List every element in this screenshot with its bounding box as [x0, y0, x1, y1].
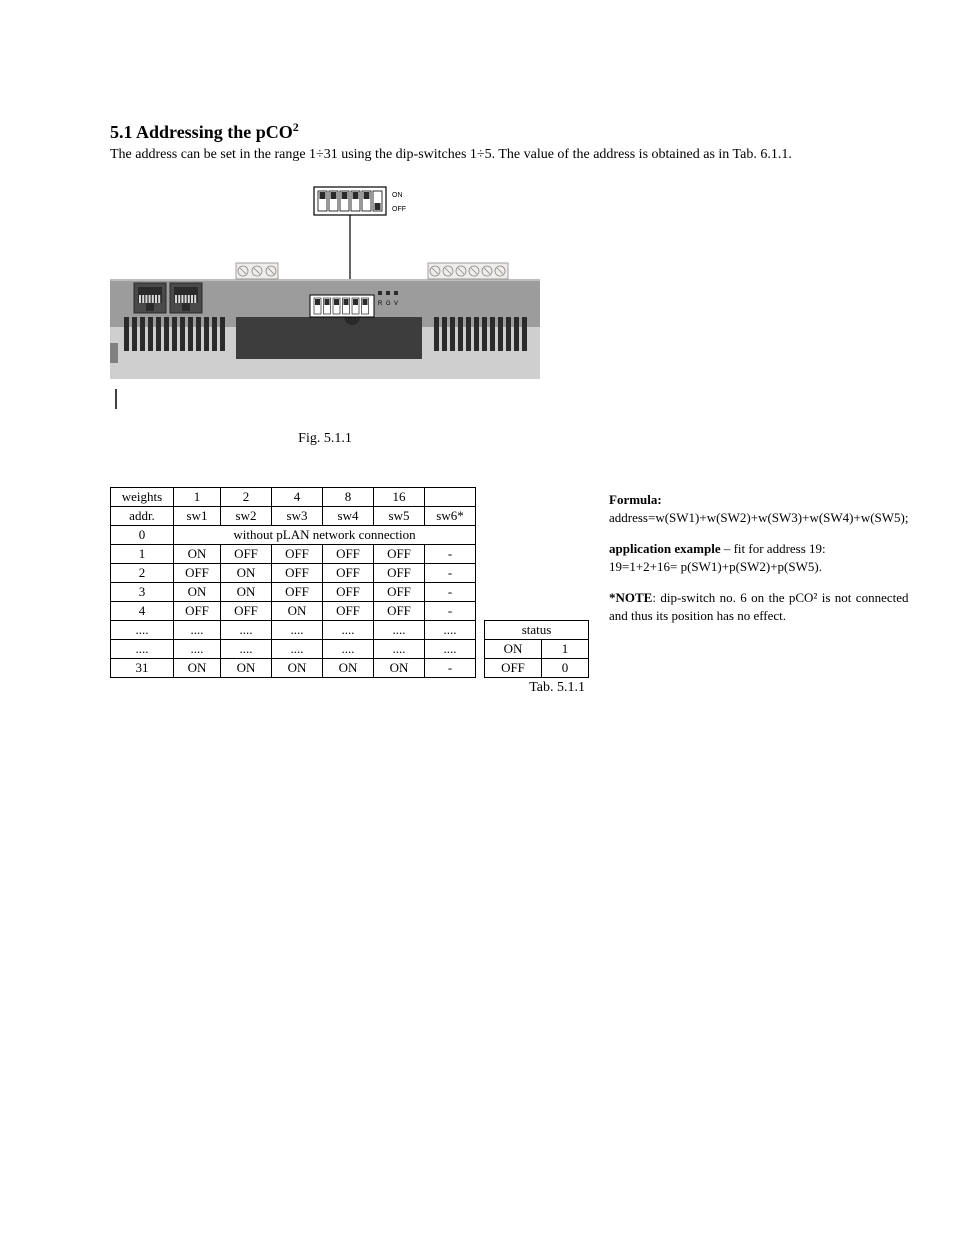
board-diagram: ON OFF [110, 183, 540, 413]
addr-cell [425, 488, 476, 507]
formula-block: Formula: address=w(SW1)+w(SW2)+w(SW3)+w(… [609, 491, 909, 526]
addr-cell: .... [174, 640, 221, 659]
addr-cell: ON [272, 602, 323, 621]
figure-5-1-1: ON OFF [110, 183, 540, 447]
intro-paragraph: The address can be set in the range 1÷31… [110, 147, 894, 163]
addr-cell: - [425, 545, 476, 564]
addr-cell: ON [174, 659, 221, 678]
addr-cell: ON [323, 659, 374, 678]
addr-cell: .... [221, 621, 272, 640]
status-cell: ON [485, 640, 542, 659]
status-cell: 1 [542, 640, 589, 659]
addr-cell: OFF [374, 583, 425, 602]
addr-cell: .... [374, 640, 425, 659]
addr-cell: - [425, 602, 476, 621]
addr-cell: .... [174, 621, 221, 640]
addr-cell: ON [374, 659, 425, 678]
addr-cell: .... [221, 640, 272, 659]
example-rest: – fit for address 19: [721, 541, 826, 556]
status-header: status [485, 621, 589, 640]
addr-cell: ON [221, 564, 272, 583]
addr-cell: sw5 [374, 507, 425, 526]
addr-cell: OFF [323, 564, 374, 583]
addr-cell: 2 [111, 564, 174, 583]
addr-cell: - [425, 659, 476, 678]
status-cell: 0 [542, 659, 589, 678]
address-table: weights124816addr.sw1sw2sw3sw4sw5sw6*0wi… [110, 487, 476, 678]
formula-body: address=w(SW1)+w(SW2)+w(SW3)+w(SW4)+w(SW… [609, 510, 909, 525]
addr-cell: OFF [272, 583, 323, 602]
addr-cell: ON [174, 545, 221, 564]
heading-sup: 2 [293, 120, 299, 134]
addr-cell: 0 [111, 526, 174, 545]
addr-cell: .... [111, 640, 174, 659]
addr-cell: OFF [374, 564, 425, 583]
addr-cell: ON [174, 583, 221, 602]
addr-cell: .... [323, 621, 374, 640]
addr-cell: .... [425, 640, 476, 659]
zoom-on-label: ON [392, 192, 403, 199]
addr-cell: OFF [323, 545, 374, 564]
zoom-off-label: OFF [392, 206, 406, 213]
addr-cell: addr. [111, 507, 174, 526]
addr-cell: OFF [221, 602, 272, 621]
heading-text: 5.1 Addressing the pCO [110, 122, 293, 142]
rgv-g: G [386, 301, 391, 307]
rgv-r: R [378, 301, 383, 307]
status-cell: OFF [485, 659, 542, 678]
note-block: *NOTE: dip-switch no. 6 on the pCO² is n… [609, 589, 909, 624]
rgv-v: V [394, 301, 398, 307]
addr-cell: .... [323, 640, 374, 659]
addr-cell: - [425, 564, 476, 583]
addr-cell: .... [272, 640, 323, 659]
addr-cell: 3 [111, 583, 174, 602]
addr-cell: .... [272, 621, 323, 640]
addr-cell: weights [111, 488, 174, 507]
addr-cell: OFF [174, 602, 221, 621]
addr-cell: OFF [323, 602, 374, 621]
note-body: : dip-switch no. 6 on the pCO² is not co… [609, 590, 909, 623]
addr-cell: .... [111, 621, 174, 640]
addr-cell: .... [425, 621, 476, 640]
addr-cell: .... [374, 621, 425, 640]
addr-cell: 16 [374, 488, 425, 507]
addr-cell: 2 [221, 488, 272, 507]
addr-cell: ON [221, 659, 272, 678]
addr-cell: sw2 [221, 507, 272, 526]
addr-cell: 4 [111, 602, 174, 621]
addr-cell: OFF [272, 545, 323, 564]
addr-cell: 4 [272, 488, 323, 507]
status-table: statusON1OFF0 [484, 620, 589, 678]
addr-cell: sw4 [323, 507, 374, 526]
addr-cell: 1 [174, 488, 221, 507]
note-label: *NOTE [609, 590, 652, 605]
example-line2: 19=1+2+16= p(SW1)+p(SW2)+p(SW5). [609, 559, 822, 574]
formula-label: Formula: [609, 492, 662, 507]
addr-cell: OFF [272, 564, 323, 583]
addr-cell: OFF [374, 545, 425, 564]
example-block: application example – fit for address 19… [609, 540, 909, 575]
addr-span-note: without pLAN network connection [174, 526, 476, 545]
addr-cell: sw1 [174, 507, 221, 526]
example-label: application example [609, 541, 721, 556]
addr-cell: ON [221, 583, 272, 602]
addr-cell: 31 [111, 659, 174, 678]
figure-caption: Fig. 5.1.1 [110, 431, 540, 447]
addr-cell: 8 [323, 488, 374, 507]
addr-cell: OFF [221, 545, 272, 564]
addr-cell: - [425, 583, 476, 602]
addr-cell: OFF [323, 583, 374, 602]
addr-cell: OFF [374, 602, 425, 621]
addr-cell: OFF [174, 564, 221, 583]
addr-cell: ON [272, 659, 323, 678]
section-heading: 5.1 Addressing the pCO2 [110, 120, 894, 143]
table-caption: Tab. 5.1.1 [110, 680, 589, 696]
addr-cell: 1 [111, 545, 174, 564]
addr-cell: sw6* [425, 507, 476, 526]
addr-cell: sw3 [272, 507, 323, 526]
